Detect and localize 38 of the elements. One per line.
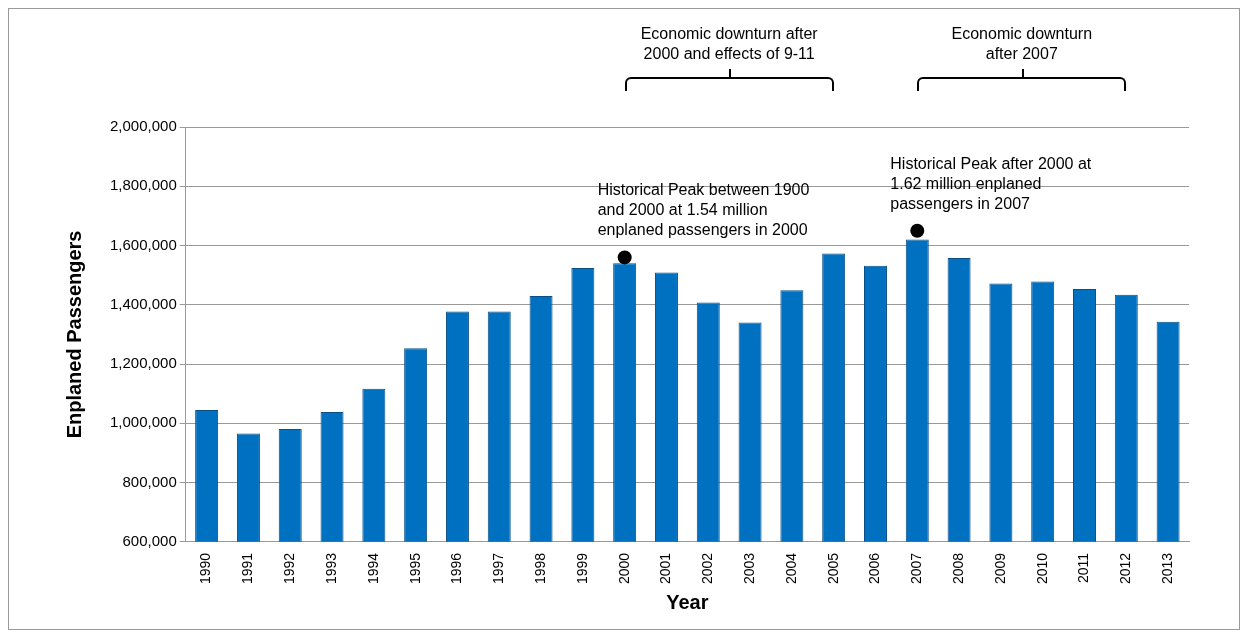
x-tick-label: 1990: [197, 552, 214, 585]
y-tick-label: 2,000,000: [110, 117, 177, 135]
x-tick-label: 1995: [406, 552, 423, 585]
x-tick-label: 1992: [281, 552, 298, 585]
x-tick-label: 2004: [782, 552, 799, 585]
annotation: Historical Peak after 2000 at 1.62 million enplaned passengers in 2007: [890, 154, 1092, 212]
x-tick-label: 2010: [1033, 552, 1050, 585]
annotation: Historical Peak between 1900 and 2000 at 1.54 million enplaned passengers in 2000: [597, 181, 810, 239]
y-axis-title: Enplaned Passengers: [62, 230, 85, 439]
x-tick-label: 1999: [573, 552, 590, 585]
text: Economic downturn after 2000 and effects of 9-11: [640, 25, 819, 62]
x-tick-label: 2006: [866, 552, 883, 585]
y-tick-label: 1,600,000: [110, 235, 177, 253]
x-tick-label: 2011: [1075, 552, 1092, 583]
x-tick-label: 2012: [1117, 552, 1134, 585]
x-tick-label: 1997: [490, 552, 507, 585]
text: Economic downturn after 2007: [951, 25, 1093, 62]
x-axis-title: Year: [666, 590, 709, 613]
x-tick-label: 2003: [740, 552, 757, 585]
x-tick-label: 2009: [991, 552, 1008, 585]
y-tick-label: 1,800,000: [110, 176, 177, 194]
x-tick-label: 1993: [322, 552, 339, 585]
x-tick-label: 2002: [699, 552, 716, 585]
y-tick-label: 1,200,000: [110, 354, 177, 372]
y-tick-label: 600,000: [122, 532, 177, 549]
x-tick-label: 2005: [824, 552, 841, 585]
x-tick-label: 1991: [239, 552, 256, 585]
x-tick-label: 2001: [657, 552, 674, 585]
y-tick-label: 800,000: [122, 472, 177, 490]
x-tick-label: 2008: [949, 552, 966, 585]
x-tick-label: 1998: [531, 552, 548, 585]
x-tick-label: 2000: [615, 552, 632, 585]
x-tick-label: 2007: [908, 552, 925, 585]
x-tick-label: 2013: [1158, 552, 1175, 585]
x-tick-label: 1996: [448, 552, 465, 585]
y-tick-label: 1,400,000: [110, 294, 177, 312]
y-tick-label: 1,000,000: [110, 413, 177, 431]
x-tick-label: 1994: [364, 552, 381, 585]
